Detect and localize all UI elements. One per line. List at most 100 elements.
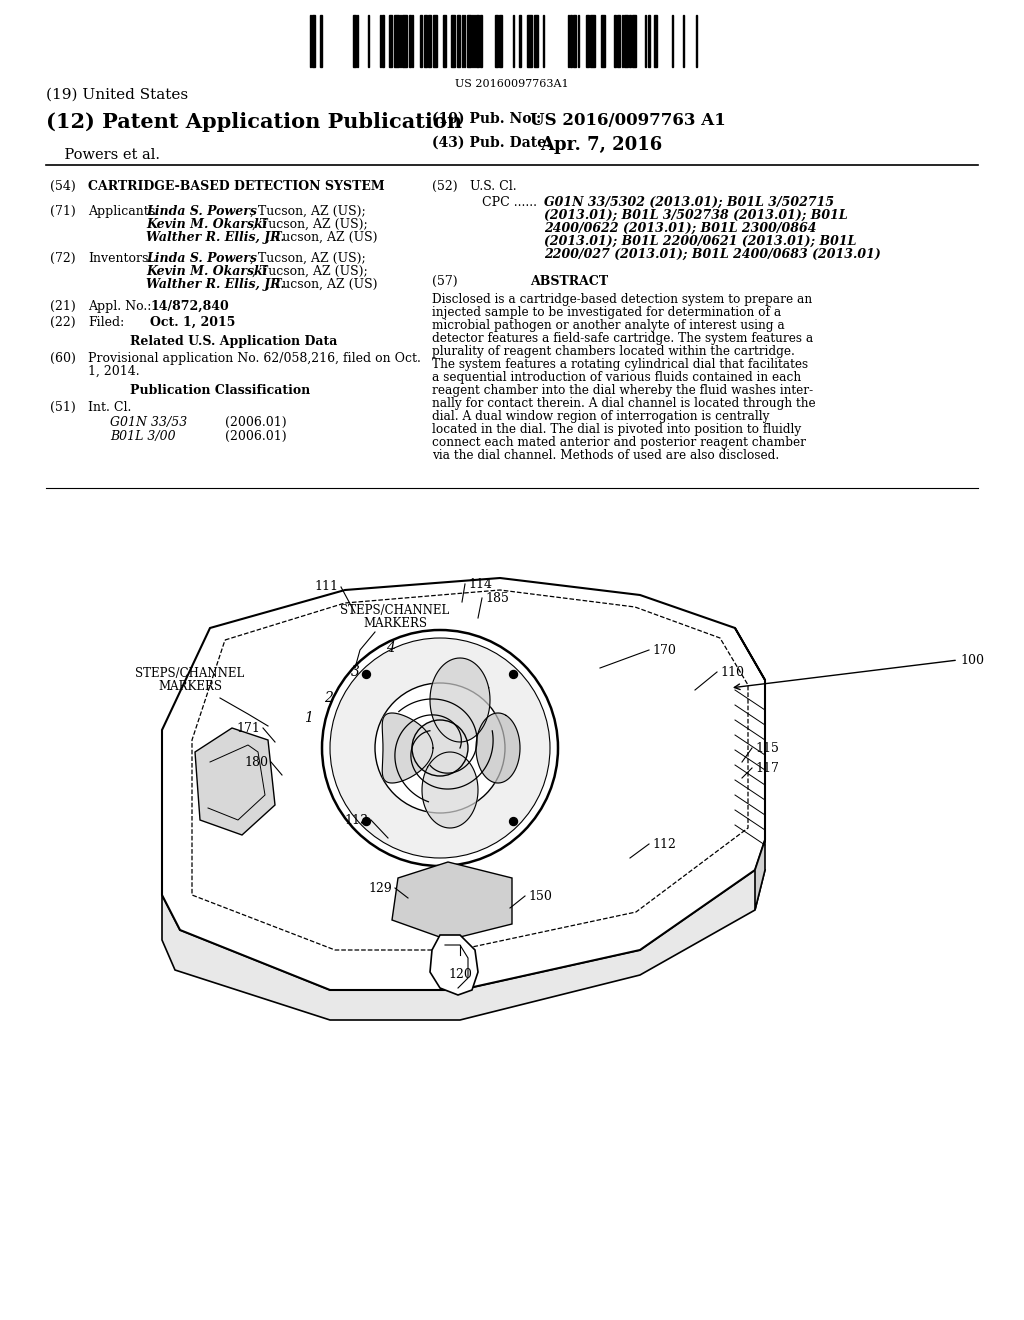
Bar (601, 15, 605, 67)
Text: via the dial channel. Methods of used are also disclosed.: via the dial channel. Methods of used ar… (432, 449, 779, 462)
Bar (409, 15, 411, 67)
Text: 129: 129 (369, 882, 392, 895)
Text: CPC ......: CPC ...... (482, 195, 537, 209)
Text: 180: 180 (244, 755, 268, 768)
Bar (319, 15, 322, 67)
Bar (312, 15, 315, 67)
Text: CARTRIDGE-BASED DETECTION SYSTEM: CARTRIDGE-BASED DETECTION SYSTEM (88, 180, 385, 193)
Text: 111: 111 (314, 581, 338, 594)
Polygon shape (162, 870, 765, 1020)
Bar (476, 15, 479, 67)
Bar (443, 15, 446, 67)
Text: microbial pathogen or another analyte of interest using a: microbial pathogen or another analyte of… (432, 319, 784, 333)
Text: ABSTRACT: ABSTRACT (530, 275, 608, 288)
Circle shape (330, 638, 550, 858)
Text: connect each mated anterior and posterior reagent chamber: connect each mated anterior and posterio… (432, 436, 806, 449)
Bar (424, 15, 427, 67)
Text: , Tucson, AZ (US): , Tucson, AZ (US) (266, 231, 378, 244)
Text: , Tucson, AZ (US);: , Tucson, AZ (US); (250, 205, 366, 218)
Bar (617, 15, 620, 67)
Text: Publication Classification: Publication Classification (130, 384, 310, 397)
Text: (12) Patent Application Publication: (12) Patent Application Publication (46, 112, 462, 132)
Text: (60): (60) (50, 352, 76, 366)
Text: 115: 115 (755, 742, 779, 755)
Text: (10) Pub. No.:: (10) Pub. No.: (432, 112, 542, 125)
Text: STEPS/CHANNEL: STEPS/CHANNEL (135, 667, 245, 680)
Text: Linda S. Powers: Linda S. Powers (146, 205, 257, 218)
Text: , Tucson, AZ (US);: , Tucson, AZ (US); (250, 252, 366, 265)
Text: MARKERS: MARKERS (158, 680, 222, 693)
Text: 1, 2014.: 1, 2014. (88, 366, 139, 378)
Text: (2013.01); B01L 3/502738 (2013.01); B01L: (2013.01); B01L 3/502738 (2013.01); B01L (544, 209, 848, 222)
Polygon shape (392, 862, 512, 940)
Bar (467, 15, 471, 67)
Polygon shape (735, 628, 765, 909)
Bar (499, 15, 502, 67)
Polygon shape (430, 657, 490, 742)
Bar (389, 15, 392, 67)
Bar (570, 15, 572, 67)
Text: MARKERS: MARKERS (362, 616, 427, 630)
Text: nally for contact therein. A dial channel is located through the: nally for contact therein. A dial channe… (432, 397, 816, 411)
Text: (54): (54) (50, 180, 76, 193)
Bar (624, 15, 628, 67)
Text: (71): (71) (50, 205, 76, 218)
Bar (451, 15, 455, 67)
Text: , Tucson, AZ (US);: , Tucson, AZ (US); (252, 218, 368, 231)
Bar (420, 15, 422, 67)
Text: Kevin M. Okarski: Kevin M. Okarski (146, 218, 267, 231)
Text: US 20160097763A1: US 20160097763A1 (456, 79, 568, 88)
Text: 171: 171 (237, 722, 260, 734)
Bar (590, 15, 595, 67)
Text: The system features a rotating cylindrical dial that facilitates: The system features a rotating cylindric… (432, 358, 808, 371)
Text: Applicants:: Applicants: (88, 205, 160, 218)
Polygon shape (476, 713, 520, 783)
Text: (51): (51) (50, 401, 76, 414)
Polygon shape (430, 935, 478, 995)
Bar (519, 15, 521, 67)
Text: 117: 117 (755, 762, 779, 775)
Text: 4: 4 (386, 642, 394, 655)
Text: Appl. No.:: Appl. No.: (88, 300, 152, 313)
Text: (72): (72) (50, 252, 76, 265)
Text: 150: 150 (528, 890, 552, 903)
Bar (382, 15, 384, 67)
Text: Filed:: Filed: (88, 315, 124, 329)
Text: (57): (57) (432, 275, 458, 288)
Text: located in the dial. The dial is pivoted into position to fluidly: located in the dial. The dial is pivoted… (432, 422, 801, 436)
Text: STEPS/CHANNEL: STEPS/CHANNEL (340, 605, 450, 616)
Text: U.S. Cl.: U.S. Cl. (470, 180, 517, 193)
Bar (586, 15, 589, 67)
Text: , Tucson, AZ (US);: , Tucson, AZ (US); (252, 265, 368, 279)
Bar (573, 15, 575, 67)
Text: (2006.01): (2006.01) (225, 430, 287, 444)
Text: (19) United States: (19) United States (46, 88, 188, 102)
Text: detector features a field-safe cartridge. The system features a: detector features a field-safe cartridge… (432, 333, 813, 345)
Circle shape (510, 671, 517, 678)
Text: Kevin M. Okarski: Kevin M. Okarski (146, 265, 267, 279)
Text: Oct. 1, 2015: Oct. 1, 2015 (150, 315, 236, 329)
Text: 2400/0622 (2013.01); B01L 2300/0864: 2400/0622 (2013.01); B01L 2300/0864 (544, 222, 816, 235)
Text: 1: 1 (303, 711, 312, 725)
Text: G01N 33/5302 (2013.01); B01L 3/502715: G01N 33/5302 (2013.01); B01L 3/502715 (544, 195, 835, 209)
Text: (52): (52) (432, 180, 458, 193)
Text: Walther R. Ellis, JR.: Walther R. Ellis, JR. (146, 279, 285, 290)
Text: Related U.S. Application Data: Related U.S. Application Data (130, 335, 337, 348)
Text: Inventors:: Inventors: (88, 252, 153, 265)
Circle shape (510, 817, 517, 825)
Bar (353, 15, 356, 67)
Text: 3: 3 (350, 665, 359, 678)
Bar (632, 15, 636, 67)
Bar (614, 15, 616, 67)
Text: Powers et al.: Powers et al. (46, 148, 160, 162)
Text: 113: 113 (344, 813, 368, 826)
Text: 170: 170 (652, 644, 676, 656)
Text: 2200/027 (2013.01); B01L 2400/0683 (2013.01): 2200/027 (2013.01); B01L 2400/0683 (2013… (544, 248, 881, 261)
Text: 112: 112 (652, 837, 676, 850)
Text: 14/872,840: 14/872,840 (150, 300, 228, 313)
Text: , Tucson, AZ (US): , Tucson, AZ (US) (266, 279, 378, 290)
Text: Provisional application No. 62/058,216, filed on Oct.: Provisional application No. 62/058,216, … (88, 352, 421, 366)
Text: (2006.01): (2006.01) (225, 416, 287, 429)
Text: reagent chamber into the dial whereby the fluid washes inter-: reagent chamber into the dial whereby th… (432, 384, 813, 397)
Text: 110: 110 (720, 665, 744, 678)
